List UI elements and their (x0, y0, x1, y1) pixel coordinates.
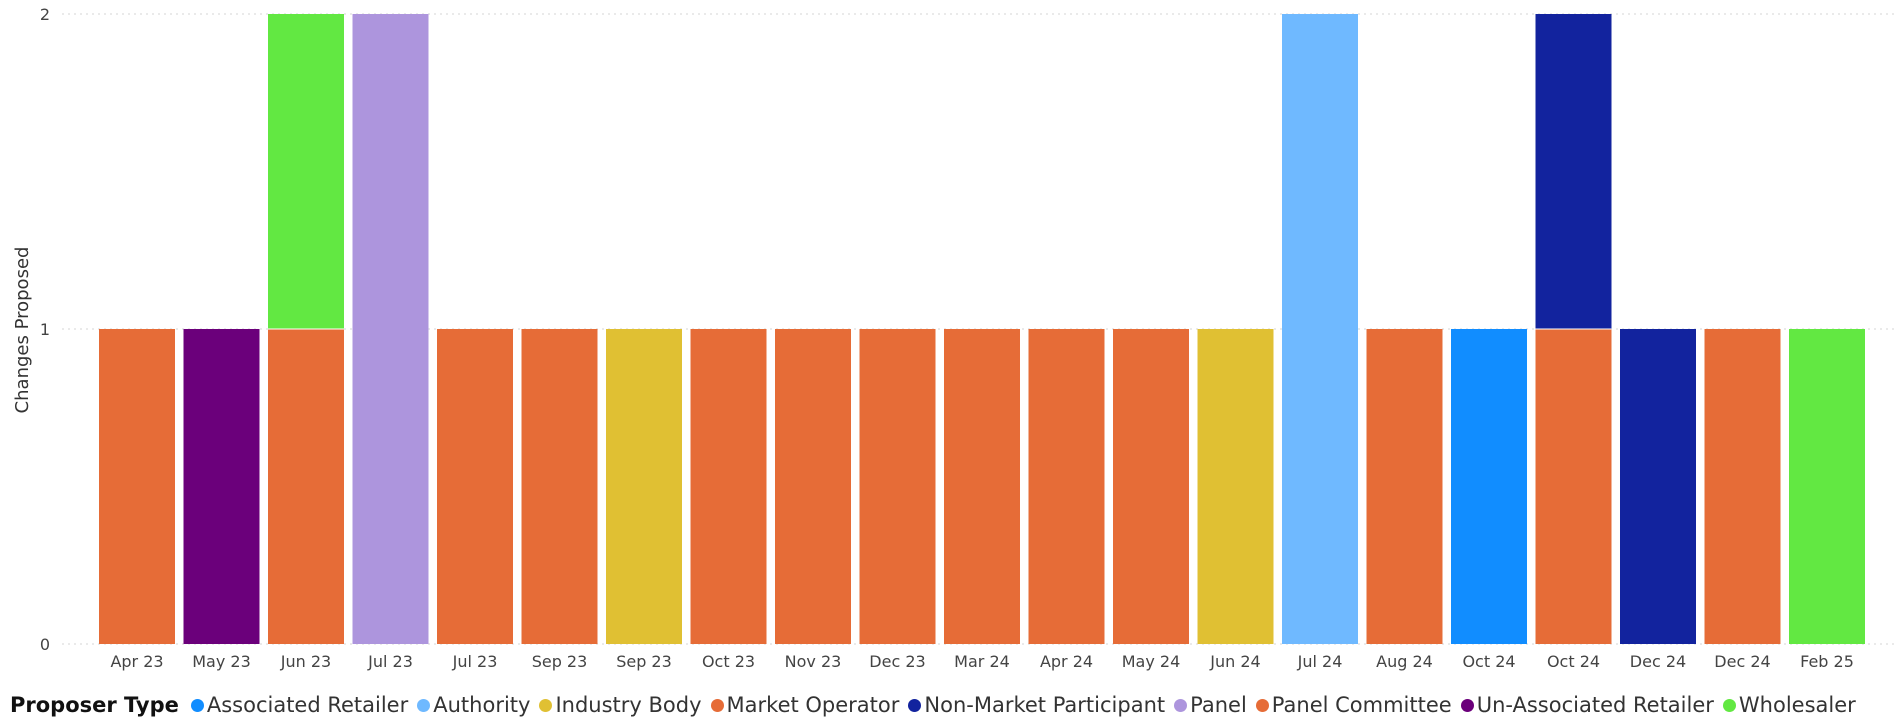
x-tick-label: Dec 24 (1630, 652, 1686, 671)
x-tick-label: Dec 23 (869, 652, 925, 671)
bar-segment[interactable] (268, 329, 344, 644)
bar-segment[interactable] (1028, 329, 1105, 644)
legend-item-label: Authority (433, 693, 531, 717)
legend-item[interactable]: Market Operator (710, 693, 900, 717)
x-tick-label: Jun 23 (280, 652, 331, 671)
bar-segment[interactable] (352, 14, 429, 644)
legend-item-label: Wholesaler (1738, 693, 1856, 717)
bar-segment[interactable] (859, 329, 936, 644)
legend-circle-icon (710, 698, 724, 712)
x-tick-label: Feb 25 (1800, 652, 1854, 671)
bar-segment[interactable] (1197, 329, 1274, 644)
bar-segment[interactable] (183, 329, 260, 644)
bars (99, 14, 1865, 644)
legend-item[interactable]: Panel (1174, 693, 1247, 717)
bar-segment[interactable] (1282, 14, 1358, 644)
x-tick-label: Oct 24 (1462, 652, 1515, 671)
x-tick-label: Apr 23 (110, 652, 163, 671)
bar-segment[interactable] (437, 329, 513, 644)
legend: Proposer Type Associated Retailer Authori… (10, 688, 1865, 722)
x-tick-label: Jul 24 (1297, 652, 1343, 671)
bar-segment[interactable] (944, 329, 1020, 644)
bar-segment[interactable] (1366, 329, 1443, 644)
legend-circle-icon (1174, 698, 1188, 712)
legend-circle-icon (1722, 698, 1736, 712)
x-tick-label: May 24 (1122, 652, 1181, 671)
legend-item[interactable]: Wholesaler (1722, 693, 1856, 717)
bar-segment[interactable] (521, 329, 598, 644)
bar-segment[interactable] (1704, 329, 1781, 644)
bar-segment[interactable] (99, 329, 175, 644)
bar-segment[interactable] (1620, 329, 1696, 644)
legend-item-label: Market Operator (726, 693, 900, 717)
y-tick-label: 2 (40, 5, 50, 24)
legend-item[interactable]: Un-Associated Retailer (1460, 693, 1714, 717)
x-tick-label: May 23 (192, 652, 251, 671)
x-tick-label: Jul 23 (452, 652, 498, 671)
bar-segment[interactable] (775, 329, 851, 644)
legend-item[interactable]: Authority (417, 693, 530, 717)
bar-segment[interactable] (606, 329, 682, 644)
bar-segment[interactable] (1113, 329, 1189, 644)
legend-items: Associated Retailer Authority Industry Bod… (190, 693, 1865, 717)
x-tick-label: Oct 24 (1547, 652, 1600, 671)
bar-segment[interactable] (268, 14, 344, 329)
legend-item-label: Industry Body (555, 693, 702, 717)
legend-item-label: Un-Associated Retailer (1476, 693, 1714, 717)
legend-item[interactable]: Panel Committee (1255, 693, 1452, 717)
legend-circle-icon (539, 698, 553, 712)
x-tick-label: Jun 24 (1209, 652, 1260, 671)
x-tick-label: Dec 24 (1714, 652, 1770, 671)
legend-circle-icon (908, 698, 922, 712)
legend-item[interactable]: Non-Market Participant (908, 693, 1165, 717)
x-tick-label: Sep 23 (532, 652, 588, 671)
legend-circle-icon (1255, 698, 1269, 712)
bar-segment[interactable] (1789, 329, 1865, 644)
bar-segment[interactable] (1451, 329, 1527, 644)
legend-item-label: Associated Retailer (206, 693, 409, 717)
y-axis-ticks: 0 1 2 (40, 5, 50, 654)
x-tick-label: Oct 23 (702, 652, 755, 671)
legend-item-label: Panel Committee (1271, 693, 1452, 717)
y-tick-label: 1 (40, 320, 50, 339)
legend-item[interactable]: Industry Body (539, 693, 702, 717)
legend-circle-icon (1460, 698, 1474, 712)
x-tick-label: Aug 24 (1376, 652, 1433, 671)
legend-item[interactable]: Associated Retailer (190, 693, 409, 717)
x-tick-label: Mar 24 (954, 652, 1010, 671)
legend-circle-icon (417, 698, 431, 712)
y-tick-label: 0 (40, 635, 50, 654)
x-tick-label: Apr 24 (1040, 652, 1093, 671)
legend-circle-icon (190, 698, 204, 712)
x-tick-label: Nov 23 (785, 652, 842, 671)
x-tick-label: Sep 23 (616, 652, 672, 671)
legend-item-label: Non-Market Participant (924, 693, 1166, 717)
bar-segment[interactable] (1535, 14, 1612, 329)
bar-segment[interactable] (1535, 329, 1612, 644)
x-tick-label: Jul 23 (367, 652, 413, 671)
x-axis-ticks: Apr 23 May 23 Jun 23 Jul 23 Jul 23 Sep 23 Sep … (110, 652, 1853, 671)
legend-item-label: Panel (1190, 693, 1247, 717)
legend-title: Proposer Type (10, 693, 179, 717)
bar-segment[interactable] (690, 329, 767, 644)
y-axis-title: Changes Proposed (12, 247, 33, 414)
